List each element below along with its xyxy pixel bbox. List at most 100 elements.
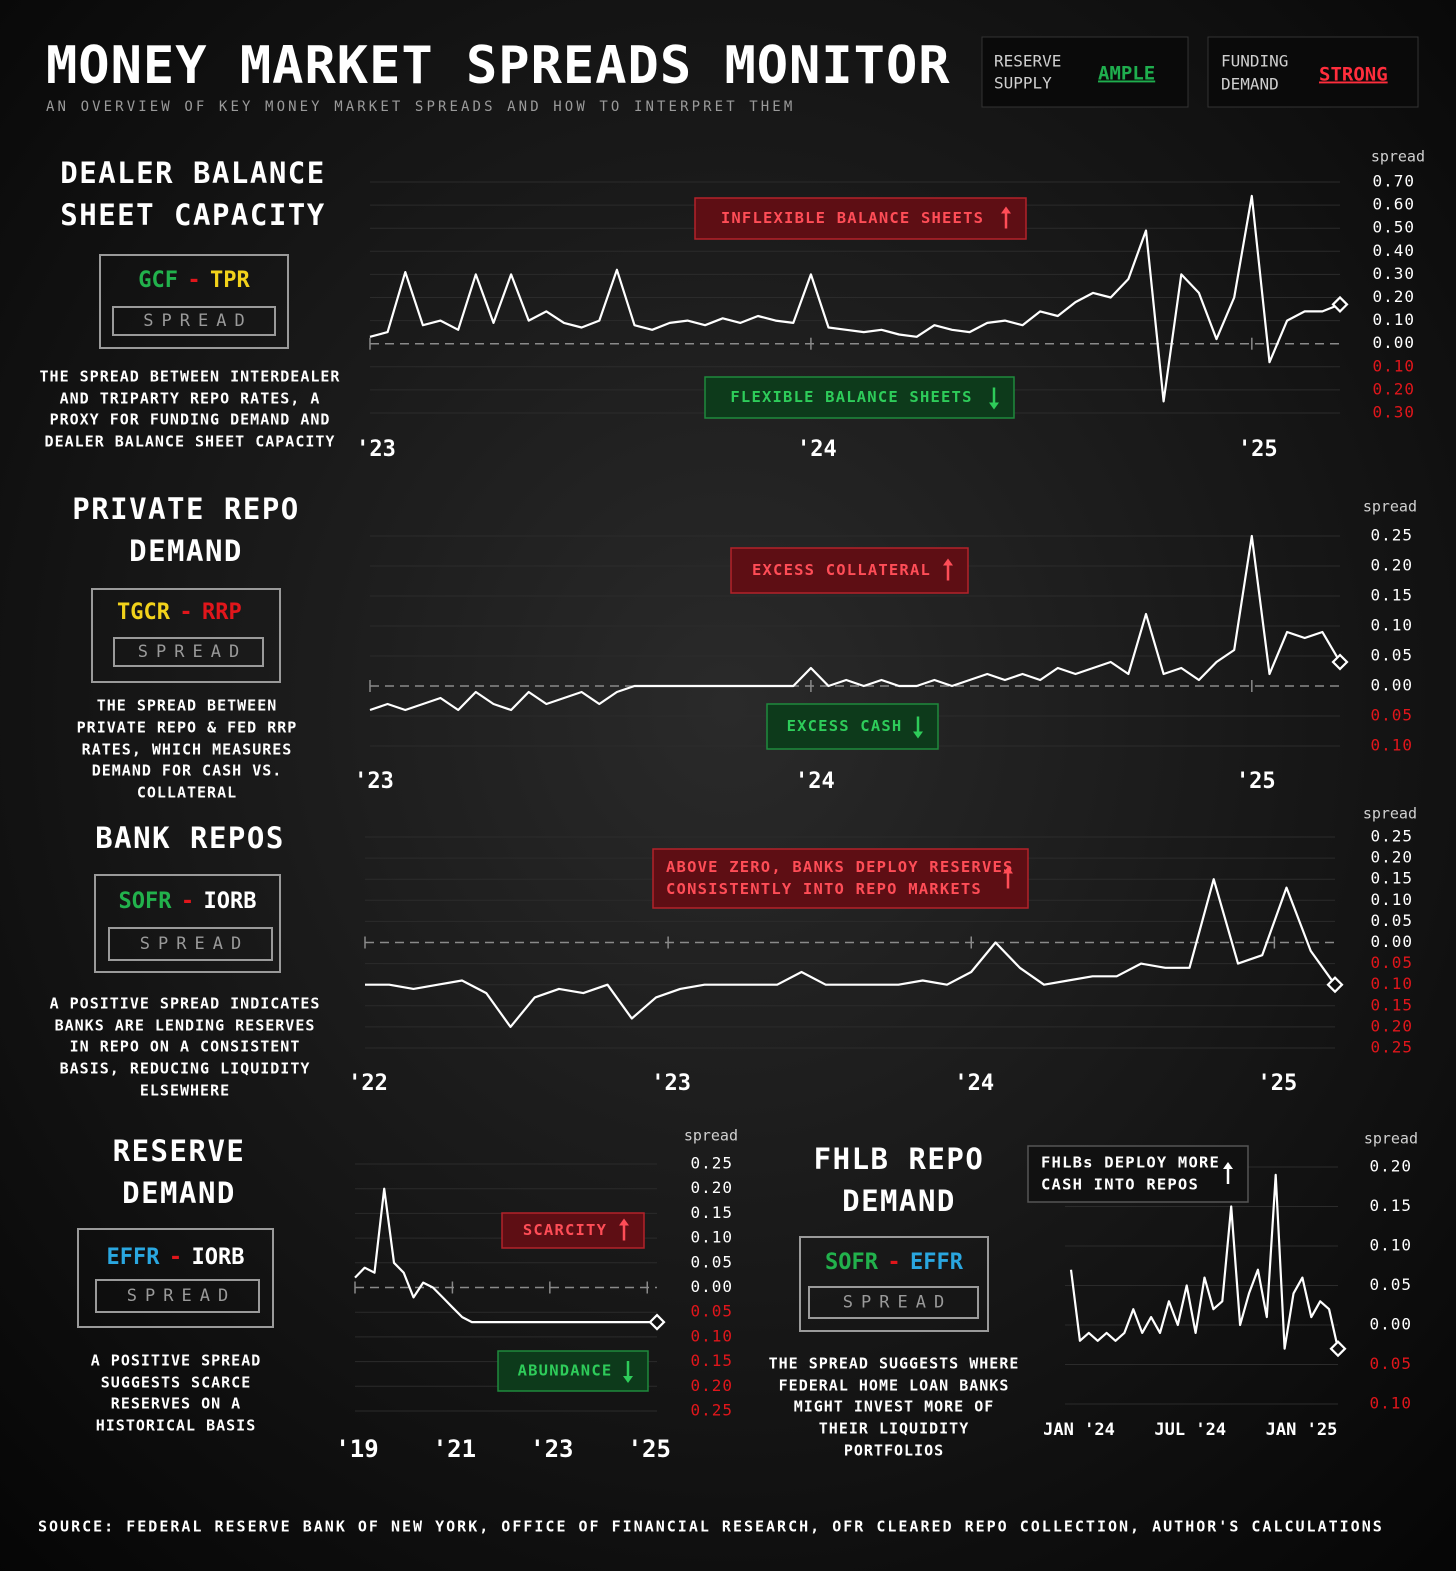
- spread-line: [369, 194, 1341, 403]
- panel-description: ELSEWHERE: [140, 1082, 230, 1100]
- spread-separator: -: [169, 1245, 182, 1270]
- spread-tag: [95, 1279, 260, 1313]
- y-tick-label: 0.20: [1372, 287, 1415, 306]
- spread-box: [91, 588, 281, 683]
- x-tick-label: '23: [651, 1071, 691, 1096]
- x-tick-label: '19: [335, 1435, 378, 1463]
- x-tick-label: '25: [1236, 769, 1276, 794]
- status-label: DEMAND: [1221, 75, 1279, 94]
- annotation-box: [501, 1212, 645, 1249]
- annotation-text: ABUNDANCE: [518, 1362, 613, 1380]
- y-tick-label: 0.10: [1369, 1236, 1412, 1255]
- x-tick-label: '25: [628, 1435, 671, 1463]
- y-tick-label: 0.20: [1372, 379, 1415, 398]
- x-tick-label: '24: [797, 437, 837, 462]
- spread-term: EFFR: [107, 1245, 161, 1270]
- x-tick-label: JAN '25: [1266, 1420, 1338, 1440]
- annotation-arrowhead: [623, 1376, 633, 1383]
- y-tick-label: 0.10: [1370, 616, 1413, 635]
- y-axis-label: spread: [1363, 498, 1417, 516]
- y-tick-label: 0.00: [1372, 333, 1415, 352]
- spread-line: [1069, 1173, 1340, 1350]
- y-tick-label: 0.05: [690, 1252, 733, 1271]
- y-tick-label: 0.25: [1370, 526, 1413, 545]
- y-tick-label: 0.05: [1370, 911, 1413, 930]
- panel-description: THE SPREAD SUGGESTS WHERE: [769, 1355, 1020, 1373]
- spread-tag-label: SPREAD: [127, 1286, 236, 1306]
- spread-term: EFFR: [910, 1250, 964, 1275]
- y-tick-label: 0.25: [1370, 827, 1413, 846]
- status-box: [981, 36, 1189, 108]
- spread-tag: [808, 1286, 979, 1319]
- y-tick-label: 0.20: [1369, 1157, 1412, 1176]
- spread-separator: -: [179, 600, 192, 625]
- annotation-text: CONSISTENTLY INTO REPO MARKETS: [666, 880, 982, 898]
- y-tick-label: 0.10: [1370, 890, 1413, 909]
- annotation-box: [766, 703, 939, 750]
- panel-description: A POSITIVE SPREAD: [91, 1352, 262, 1370]
- panel-heading: DEMAND: [842, 1184, 956, 1218]
- annotation-arrowhead: [619, 1218, 629, 1226]
- y-tick-label: 0.05: [1369, 1354, 1412, 1373]
- y-axis-label: spread: [684, 1127, 738, 1145]
- y-tick-label: 0.10: [1372, 310, 1415, 329]
- panel-description: PRIVATE REPO & FED RRP: [77, 719, 298, 737]
- spread-term: GCF: [138, 268, 178, 293]
- panel-heading: DEMAND: [122, 1176, 236, 1210]
- annotation-arrowhead: [943, 558, 953, 566]
- y-tick-label: 0.10: [1369, 1394, 1412, 1413]
- panel-description: PROXY FOR FUNDING DEMAND AND: [50, 411, 331, 429]
- panel-description: FEDERAL HOME LOAN BANKS: [779, 1377, 1010, 1395]
- y-tick-label: 0.15: [1370, 586, 1413, 605]
- panel-heading: DEMAND: [129, 534, 243, 568]
- panel-heading: PRIVATE REPO: [72, 492, 300, 526]
- y-tick-label: 0.10: [1370, 736, 1413, 755]
- y-tick-label: 0.15: [1370, 995, 1413, 1014]
- panel-heading: RESERVE: [113, 1134, 246, 1168]
- panel-description: THE SPREAD BETWEEN: [97, 697, 278, 715]
- spread-line: [369, 534, 1341, 712]
- panel-description: BANKS ARE LENDING RESERVES: [55, 1017, 316, 1035]
- x-tick-label: '25: [1238, 437, 1278, 462]
- y-tick-label: 0.50: [1372, 218, 1415, 237]
- spread-separator: -: [181, 889, 194, 914]
- y-tick-label: 0.05: [1370, 953, 1413, 972]
- status-label: FUNDING: [1221, 52, 1288, 71]
- y-tick-label: 0.00: [690, 1277, 733, 1296]
- spread-box: [799, 1236, 989, 1332]
- panel-heading: SHEET CAPACITY: [60, 198, 325, 232]
- panel-description: RATES, WHICH MEASURES: [82, 741, 293, 759]
- spread-separator: -: [887, 1250, 900, 1275]
- end-marker: [1331, 295, 1349, 313]
- spread-tag-label: SPREAD: [143, 311, 252, 331]
- spread-box: [77, 1228, 274, 1328]
- panel-heading: DEALER BALANCE: [60, 156, 325, 190]
- spread-term: RRP: [202, 600, 242, 625]
- end-marker: [1331, 653, 1349, 671]
- annotation-arrowhead: [913, 731, 923, 739]
- y-tick-label: 0.40: [1372, 241, 1415, 260]
- panel-description: THE SPREAD BETWEEN INTERDEALER: [40, 368, 341, 386]
- spread-term: TGCR: [117, 600, 171, 625]
- y-tick-label: 0.60: [1372, 195, 1415, 214]
- y-tick-label: 0.25: [690, 1154, 733, 1173]
- y-tick-label: 0.00: [1370, 676, 1413, 695]
- y-tick-label: 0.15: [1370, 869, 1413, 888]
- panel-description: HISTORICAL BASIS: [96, 1417, 257, 1435]
- spread-tag-label: SPREAD: [138, 642, 247, 662]
- panel-description: DEMAND FOR CASH VS.: [92, 762, 283, 780]
- y-tick-label: 0.15: [690, 1203, 733, 1222]
- y-tick-label: 0.30: [1372, 403, 1415, 422]
- spread-term: IORB: [192, 1245, 245, 1270]
- y-tick-label: 0.00: [1369, 1315, 1412, 1334]
- annotation-box: [730, 547, 969, 594]
- status-label: SUPPLY: [994, 74, 1052, 93]
- annotation-text: INFLEXIBLE BALANCE SHEETS: [721, 209, 984, 227]
- annotation-text: EXCESS COLLATERAL: [752, 561, 931, 579]
- annotation-arrowhead: [989, 402, 999, 410]
- x-tick-label: '22: [348, 1071, 388, 1096]
- panel-description: MIGHT INVEST MORE OF: [794, 1398, 995, 1416]
- spread-tag-label: SPREAD: [843, 1293, 952, 1313]
- annotation-box: [497, 1350, 649, 1392]
- panel-description: DEALER BALANCE SHEET CAPACITY: [45, 433, 336, 451]
